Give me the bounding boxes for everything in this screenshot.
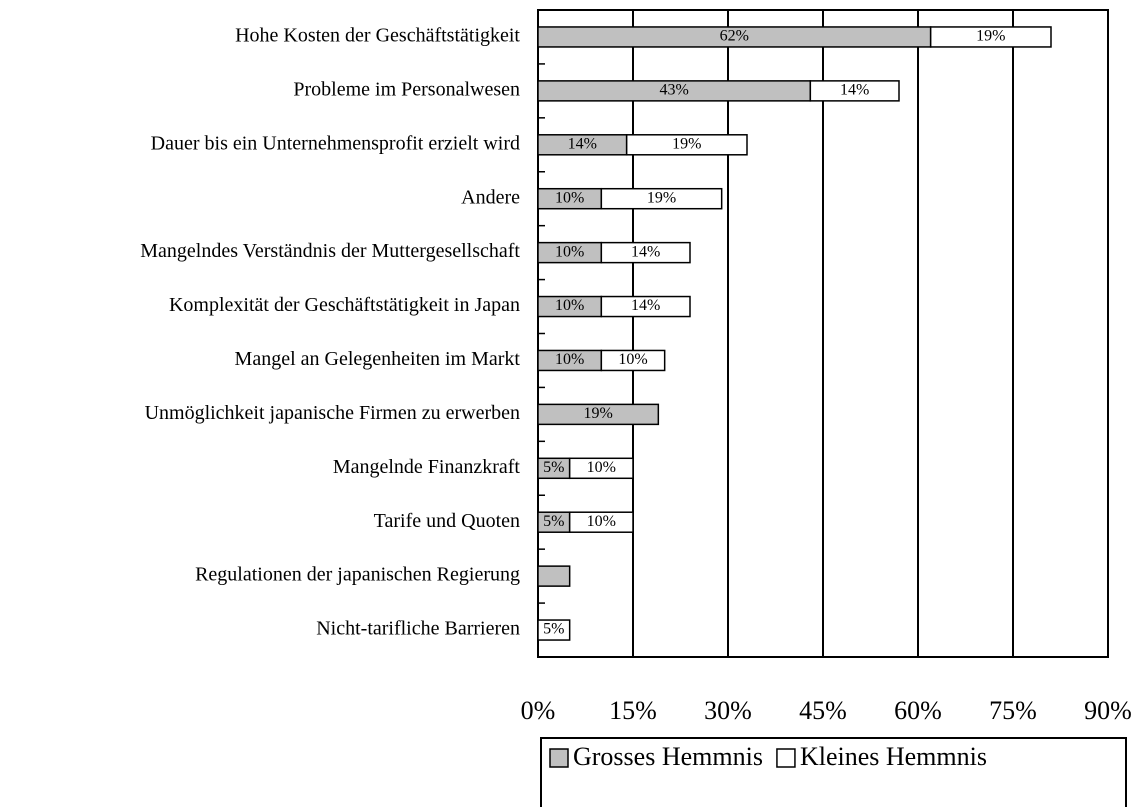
bar-segment bbox=[929, 26, 1052, 48]
bar-segment bbox=[600, 241, 691, 264]
data-label: 5% bbox=[543, 621, 564, 638]
data-label: 10% bbox=[618, 351, 647, 368]
x-tick-label: 15% bbox=[609, 696, 657, 725]
data-label: 43% bbox=[660, 82, 689, 99]
data-label: 5% bbox=[543, 459, 564, 476]
bar-segment bbox=[809, 80, 900, 102]
data-label: 10% bbox=[587, 459, 616, 476]
data-label: 19% bbox=[647, 189, 676, 206]
data-label: 19% bbox=[584, 405, 613, 422]
data-label: 14% bbox=[568, 135, 597, 152]
x-tick-label: 30% bbox=[704, 696, 752, 725]
data-label: 10% bbox=[587, 513, 616, 530]
bar-segment bbox=[568, 457, 634, 480]
category-label: Nicht-tarifliche Barrieren bbox=[316, 618, 520, 640]
data-label: 19% bbox=[672, 135, 701, 152]
category-label: Tarife und Quoten bbox=[374, 510, 520, 532]
x-tick-label: 75% bbox=[989, 696, 1037, 725]
bar-segment bbox=[537, 565, 571, 587]
category-label: Unmöglichkeit japanische Firmen zu erwer… bbox=[145, 402, 520, 424]
data-label: 14% bbox=[631, 297, 660, 314]
x-tick-label: 0% bbox=[521, 696, 556, 725]
x-tick-label: 45% bbox=[799, 696, 847, 725]
x-tick-label: 60% bbox=[894, 696, 942, 725]
category-label: Mangel an Gelegenheiten im Markt bbox=[235, 348, 521, 370]
data-label: 10% bbox=[555, 351, 584, 368]
category-label: Mangelnde Finanzkraft bbox=[333, 456, 521, 478]
data-label: 62% bbox=[720, 28, 749, 45]
category-label: Mangelndes Verständnis der Muttergesells… bbox=[140, 240, 520, 262]
data-label: 10% bbox=[555, 189, 584, 206]
category-label: Komplexität der Geschäftstätigkeit in Ja… bbox=[169, 294, 520, 316]
bar-segment bbox=[625, 134, 748, 156]
data-label: 5% bbox=[543, 513, 564, 530]
data-label: 10% bbox=[555, 243, 584, 260]
category-label: Andere bbox=[461, 186, 520, 208]
x-tick-label: 90% bbox=[1084, 696, 1132, 725]
data-label: 10% bbox=[555, 297, 584, 314]
data-label: 14% bbox=[631, 243, 660, 260]
legend-swatch bbox=[549, 748, 569, 768]
bar-segment bbox=[537, 403, 660, 426]
bar-segment bbox=[600, 349, 666, 372]
bar-segment bbox=[600, 187, 723, 210]
category-label: Regulationen der japanischen Regierung bbox=[195, 564, 520, 586]
category-label: Dauer bis ein Unternehmensprofit erzielt… bbox=[151, 132, 520, 154]
data-label: 19% bbox=[976, 28, 1005, 45]
category-label: Hohe Kosten der Geschäftstätigkeit bbox=[235, 25, 520, 47]
data-label: 14% bbox=[840, 82, 869, 99]
category-label: Probleme im Personalwesen bbox=[293, 78, 520, 100]
legend-frame bbox=[540, 737, 1127, 807]
legend-label: Kleines Hemmnis bbox=[800, 742, 987, 771]
bar-segment bbox=[600, 295, 691, 318]
legend-swatch bbox=[776, 748, 796, 768]
bar-segment bbox=[537, 619, 571, 641]
bar-segment bbox=[568, 511, 634, 533]
legend-label: Grosses Hemmnis bbox=[573, 742, 763, 771]
